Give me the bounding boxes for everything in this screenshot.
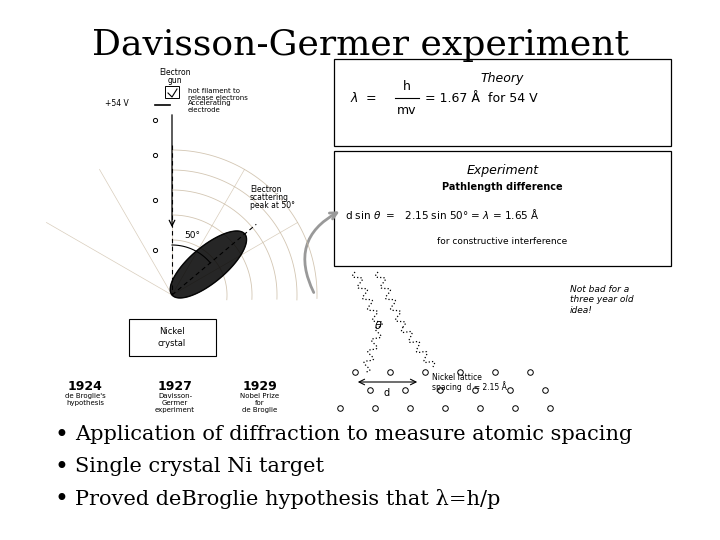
Text: +54 V: +54 V	[105, 98, 129, 107]
Text: de Broglie's
hypothesis: de Broglie's hypothesis	[65, 393, 105, 406]
Text: crystal: crystal	[158, 340, 186, 348]
Text: •: •	[55, 423, 69, 447]
Text: 50°: 50°	[184, 231, 200, 240]
FancyBboxPatch shape	[165, 86, 179, 98]
Text: Nickel: Nickel	[159, 327, 185, 336]
Text: electrode: electrode	[188, 107, 221, 113]
FancyBboxPatch shape	[129, 319, 216, 356]
Text: peak at 50°: peak at 50°	[250, 201, 295, 210]
Text: gun: gun	[168, 76, 182, 85]
Polygon shape	[170, 231, 246, 298]
Text: mv: mv	[397, 104, 417, 117]
Text: Pathlength difference: Pathlength difference	[442, 182, 563, 192]
Text: d: d	[384, 388, 390, 398]
Text: Not bad for a
three year old
idea!: Not bad for a three year old idea!	[570, 285, 634, 315]
Text: Experiment: Experiment	[467, 164, 539, 177]
Text: Theory: Theory	[481, 72, 524, 85]
Text: 1924: 1924	[68, 380, 102, 393]
Text: scattering: scattering	[250, 193, 289, 202]
FancyBboxPatch shape	[334, 59, 671, 146]
Text: Nobel Prize
for
de Broglie: Nobel Prize for de Broglie	[240, 393, 279, 413]
Text: for constructive interference: for constructive interference	[437, 237, 567, 246]
Text: •: •	[55, 455, 69, 479]
Text: Proved deBroglie hypothesis that λ=h/p: Proved deBroglie hypothesis that λ=h/p	[75, 489, 500, 509]
Text: = 1.67 Å  for 54 V: = 1.67 Å for 54 V	[425, 91, 538, 105]
Text: Single crystal Ni target: Single crystal Ni target	[75, 457, 324, 476]
Text: hot filament to: hot filament to	[188, 88, 240, 94]
Text: Electron: Electron	[159, 68, 191, 77]
Text: $\theta$: $\theta$	[374, 319, 382, 331]
Text: $\lambda$  =: $\lambda$ =	[350, 91, 377, 105]
Text: release electrons: release electrons	[188, 95, 248, 101]
Text: Davisson-
Germer
experiment: Davisson- Germer experiment	[155, 393, 195, 413]
Text: d sin $\theta$  =   2.15 sin 50° = $\lambda$ = 1.65 Å: d sin $\theta$ = 2.15 sin 50° = $\lambda…	[345, 207, 539, 221]
Text: Application of diffraction to measure atomic spacing: Application of diffraction to measure at…	[75, 426, 632, 444]
Text: h: h	[403, 80, 411, 93]
FancyArrowPatch shape	[305, 213, 337, 293]
Text: Davisson-Germer experiment: Davisson-Germer experiment	[91, 28, 629, 62]
Text: •: •	[55, 487, 69, 511]
Text: Nickel lattice: Nickel lattice	[432, 374, 482, 382]
FancyBboxPatch shape	[334, 151, 671, 266]
Text: spacing  d = 2.15 Å: spacing d = 2.15 Å	[432, 382, 507, 393]
Text: 1927: 1927	[158, 380, 192, 393]
Text: 1929: 1929	[243, 380, 277, 393]
Text: Electron: Electron	[250, 185, 282, 194]
Text: Accelerating: Accelerating	[188, 100, 232, 106]
